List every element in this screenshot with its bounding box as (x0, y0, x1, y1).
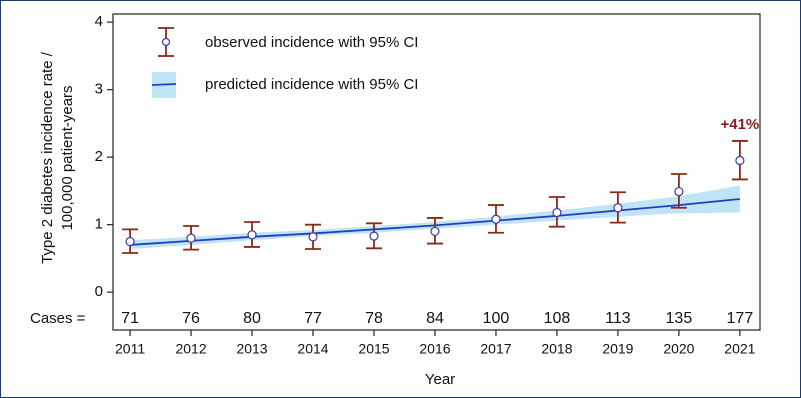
y-axis-label: 100,000 patient-years (59, 85, 76, 230)
observed-point (369, 231, 379, 241)
case-count: 135 (666, 310, 693, 327)
ci-band (130, 185, 740, 249)
case-count: 80 (243, 310, 261, 327)
case-count: 177 (727, 310, 754, 327)
y-axis-label: Type 2 diabetes incidence rate / (39, 51, 56, 264)
legend-label: predicted incidence with 95% CI (205, 76, 418, 93)
case-count: 78 (365, 310, 383, 327)
x-tick-label: 2021 (724, 341, 755, 357)
x-tick-label: 2016 (419, 341, 450, 357)
observed-point (247, 230, 257, 240)
observed-point (674, 186, 684, 197)
x-tick-label: 2019 (602, 341, 633, 357)
observed-point (125, 236, 135, 247)
case-count: 76 (182, 310, 200, 327)
observed-point (308, 232, 318, 242)
observed-point (735, 155, 745, 166)
cases-label: Cases = (30, 310, 86, 327)
legend-line (151, 83, 177, 86)
y-tick-label: 0 (95, 283, 103, 300)
legend-label: observed incidence with 95% CI (205, 34, 418, 51)
observed-point (552, 207, 562, 218)
case-count: 113 (605, 310, 631, 327)
case-count: 77 (304, 310, 322, 327)
y-tick-label: 2 (95, 148, 103, 165)
case-count: 100 (483, 310, 510, 327)
x-tick-label: 2014 (297, 341, 328, 357)
y-tick-label: 3 (95, 81, 103, 98)
x-tick-label: 2018 (541, 341, 572, 357)
x-tick-label: 2020 (663, 341, 694, 357)
x-tick-label: 2011 (115, 341, 145, 357)
x-tick-label: 2012 (175, 341, 206, 357)
y-tick-label: 4 (95, 13, 103, 30)
x-axis-label: Year (425, 371, 455, 388)
x-tick-label: 2015 (358, 341, 389, 357)
case-count: 108 (544, 310, 571, 327)
plot-area (112, 13, 761, 331)
case-count: 84 (426, 310, 444, 327)
observed-point (430, 226, 440, 237)
legend-point (161, 37, 171, 47)
observed-point (491, 214, 501, 224)
x-tick-label: 2013 (236, 341, 267, 357)
observed-point (613, 203, 623, 213)
y-tick-label: 1 (95, 216, 103, 233)
x-tick-label: 2017 (480, 341, 511, 357)
annotation: +41% (720, 116, 759, 133)
observed-point (186, 233, 196, 243)
case-count: 71 (121, 310, 139, 327)
